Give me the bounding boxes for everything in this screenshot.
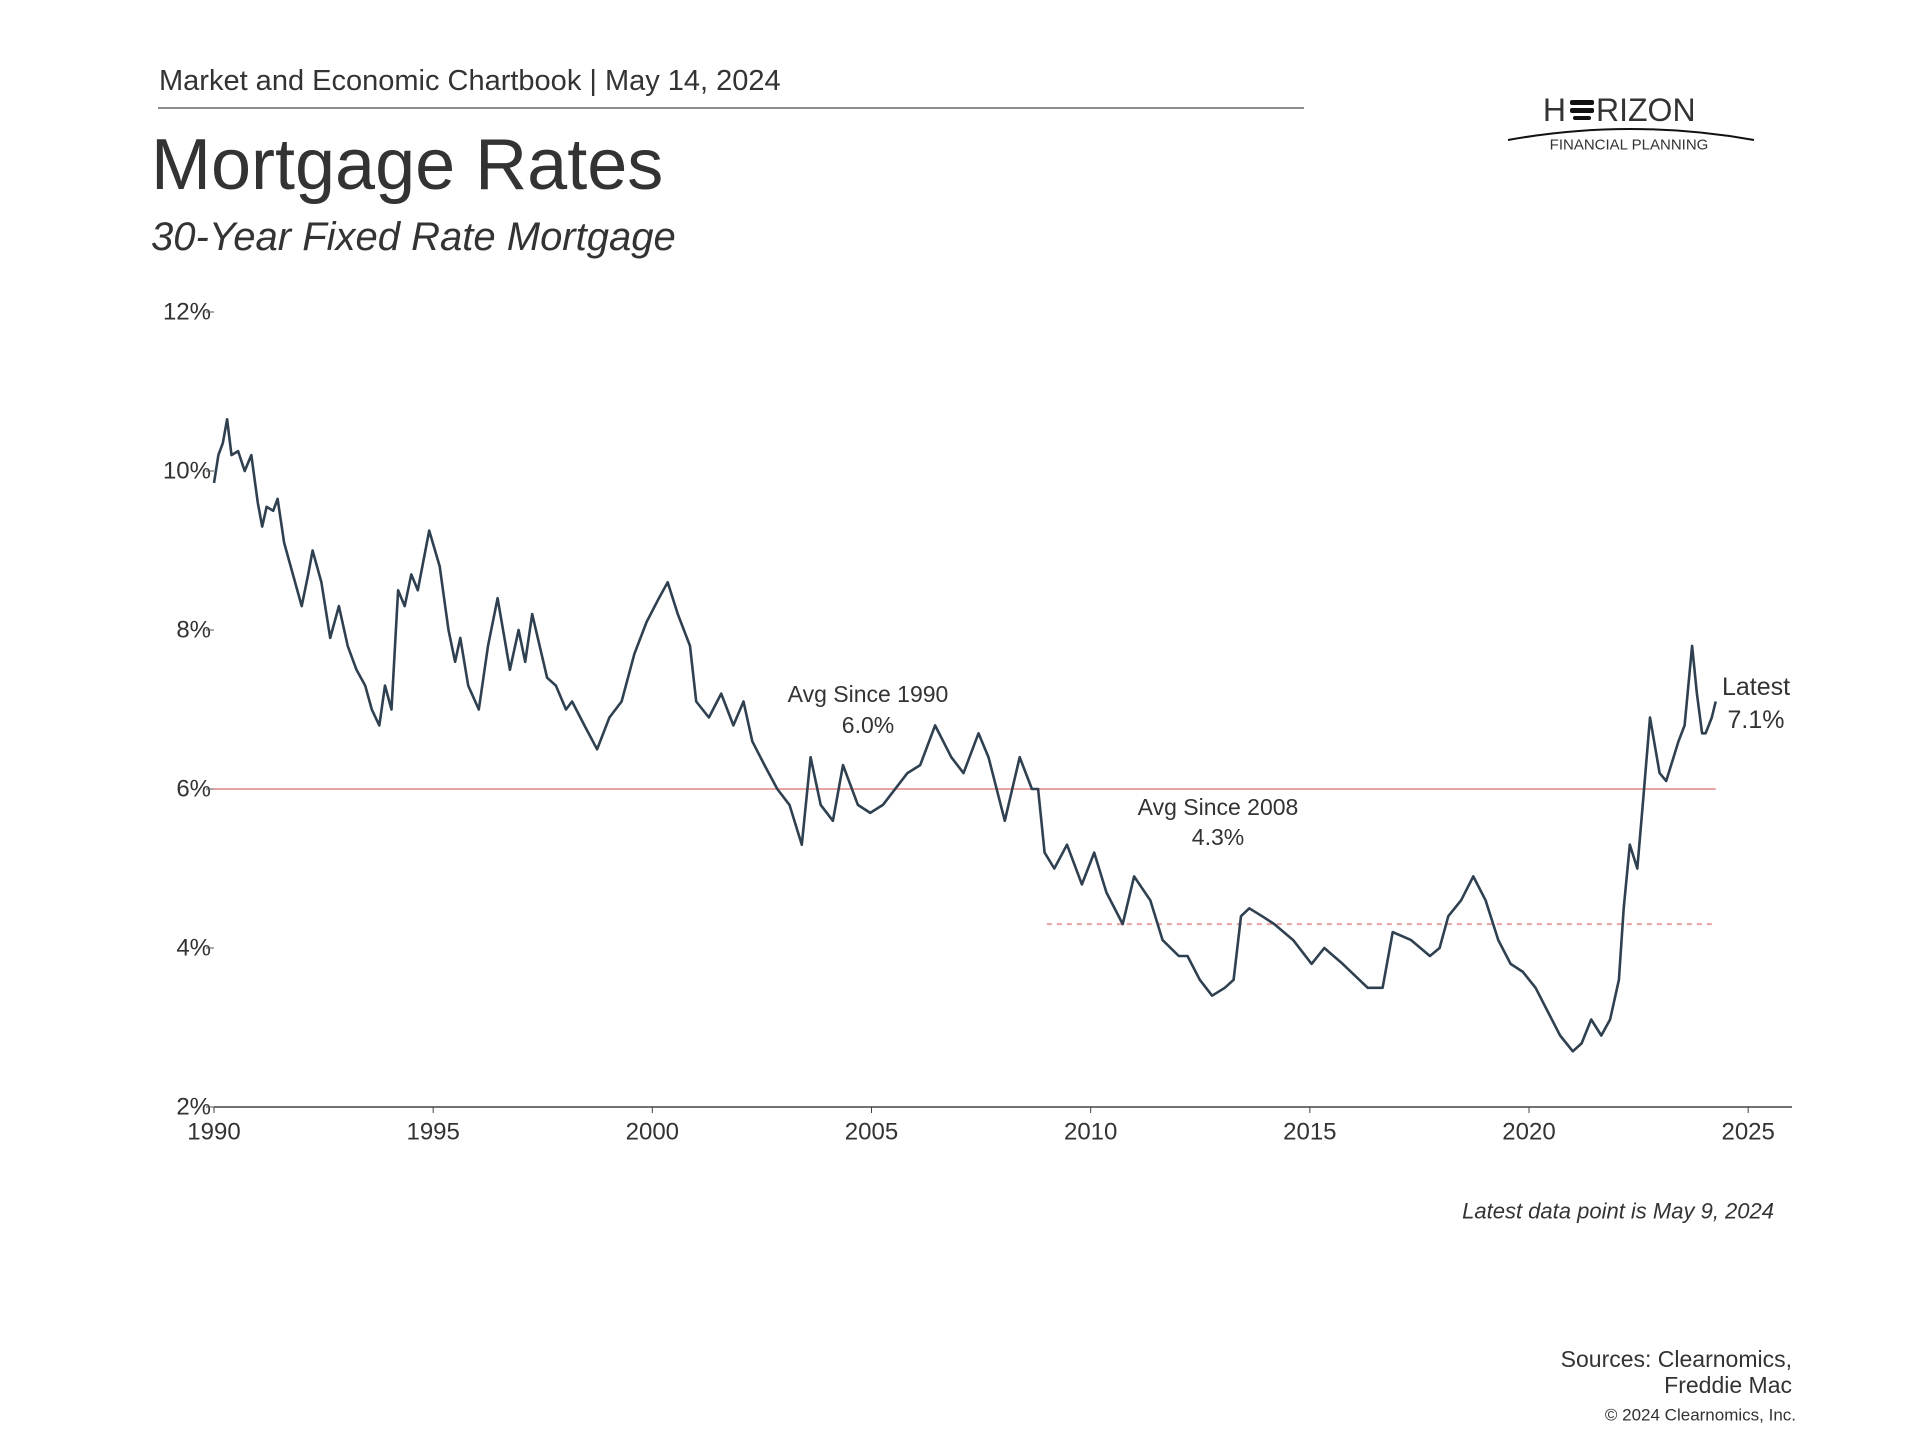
source: Sources: Clearnomics, <box>1561 1346 1792 1372</box>
note: Latest data point is May 9, 2024 <box>1462 1199 1774 1224</box>
logo-icon <box>1570 100 1594 120</box>
y-tick-label: 8% <box>176 617 211 644</box>
logo-swoosh <box>1507 128 1755 141</box>
x-tick-label: 2015 <box>1283 1119 1336 1146</box>
x-tick-label: 1990 <box>187 1119 240 1146</box>
y-tick-label: 2% <box>176 1094 211 1121</box>
x-tick-label: 2010 <box>1064 1119 1117 1146</box>
header: Market and Economic Chartbook | May 14, … <box>159 65 781 97</box>
x-tick-label: 2020 <box>1502 1119 1555 1146</box>
x-tick-label: 1995 <box>406 1119 459 1146</box>
logo: H RIZON FINANCIAL PLANNING <box>1507 92 1755 154</box>
x-tick-label: 2025 <box>1721 1119 1774 1146</box>
copyright: © 2024 Clearnomics, Inc. <box>1605 1406 1796 1425</box>
y-tick-label: 4% <box>176 935 211 962</box>
series-line <box>212 418 1717 1053</box>
chart-subtitle: 30-Year Fixed Rate Mortgage <box>151 215 676 259</box>
latest-label: Latest <box>1722 673 1790 701</box>
annotation-value: 4.3% <box>1192 824 1244 850</box>
chart-title: Mortgage Rates <box>151 125 663 205</box>
logo-tagline: FINANCIAL PLANNING <box>1550 137 1709 154</box>
annotation: Avg Since 1990 <box>788 681 949 707</box>
source: Freddie Mac <box>1664 1372 1792 1398</box>
y-tick-label: 12% <box>163 299 211 326</box>
latest-value: 7.1% <box>1728 706 1785 734</box>
logo-left: H <box>1543 92 1566 128</box>
y-tick-label: 6% <box>176 776 211 803</box>
logo-right: RIZON <box>1596 92 1696 128</box>
x-tick-label: 2005 <box>845 1119 898 1146</box>
y-tick-label: 10% <box>163 458 211 485</box>
annotation-value: 6.0% <box>842 712 894 738</box>
annotation: Avg Since 2008 <box>1138 794 1299 820</box>
x-tick-label: 2000 <box>626 1119 679 1146</box>
